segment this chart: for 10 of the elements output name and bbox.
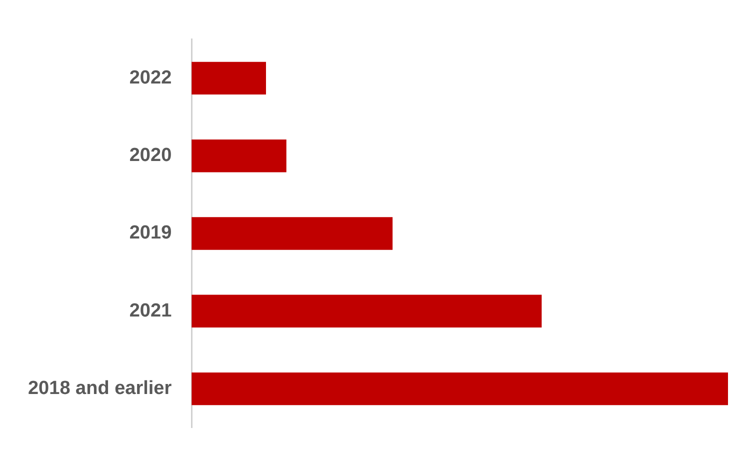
y-tick-label: 2022: [129, 67, 172, 88]
y-tick-label: 2020: [129, 145, 172, 166]
y-tick-label: 2019: [129, 222, 172, 244]
y-tick-label: 2018 and earlier: [28, 378, 172, 400]
y-tick-label: 2021: [129, 300, 172, 322]
bar: [192, 372, 728, 406]
bar: [192, 140, 286, 172]
bar: [192, 62, 266, 95]
bar: [192, 294, 542, 328]
bar: [192, 217, 393, 250]
